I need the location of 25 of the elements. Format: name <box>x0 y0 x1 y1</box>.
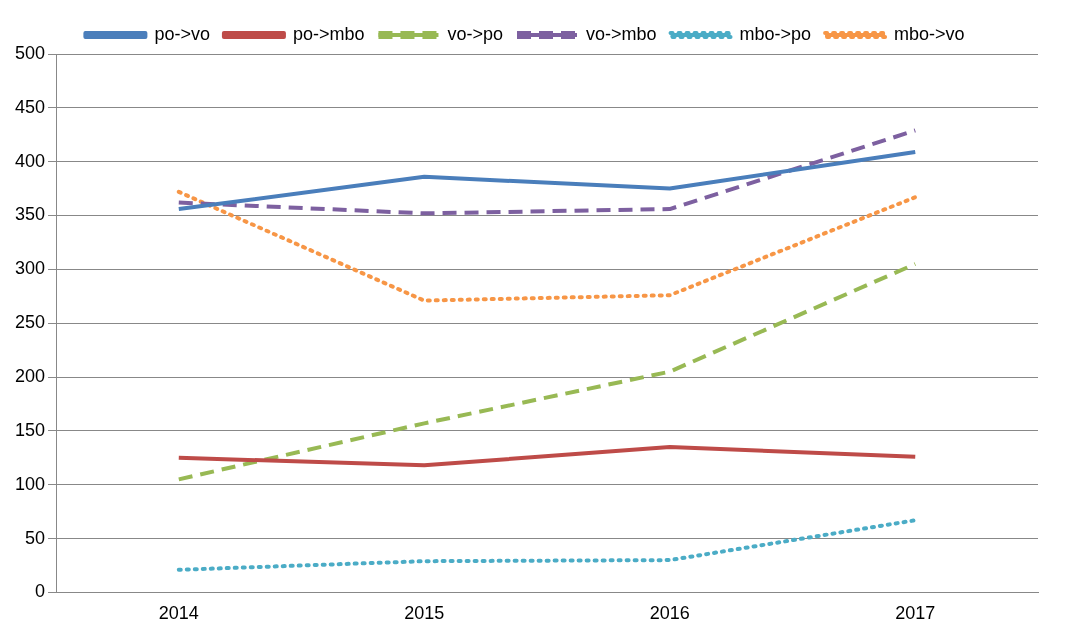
y-tick-label: 450 <box>14 96 46 117</box>
y-tick-label: 300 <box>14 258 46 279</box>
x-tick-label: 2017 <box>895 603 936 624</box>
y-tick-label: 150 <box>14 419 46 440</box>
legend-label: mbo->po <box>739 23 812 44</box>
y-tick-label: 50 <box>25 527 46 548</box>
x-tick-label: 2016 <box>649 603 690 624</box>
legend-label: vo->mbo <box>586 23 657 44</box>
x-tick-label: 2014 <box>158 603 199 624</box>
legend-label: po->vo <box>154 23 210 44</box>
y-tick-label: 100 <box>14 473 46 494</box>
line-series <box>176 261 918 482</box>
y-tick-label: 0 <box>35 581 46 602</box>
y-tick-label: 350 <box>14 204 46 225</box>
y-tick-label: 400 <box>14 150 46 171</box>
y-tick-label: 250 <box>14 312 46 333</box>
legend-label: vo->po <box>447 23 504 44</box>
line-series <box>176 189 918 303</box>
y-tick-label: 200 <box>14 366 46 387</box>
line-series <box>176 518 918 572</box>
y-tick-label: 500 <box>14 42 46 63</box>
x-tick-label: 2015 <box>404 603 445 624</box>
legend-label: po->mbo <box>292 23 365 44</box>
legend-label: mbo->vo <box>894 23 965 44</box>
line-series <box>176 128 918 216</box>
